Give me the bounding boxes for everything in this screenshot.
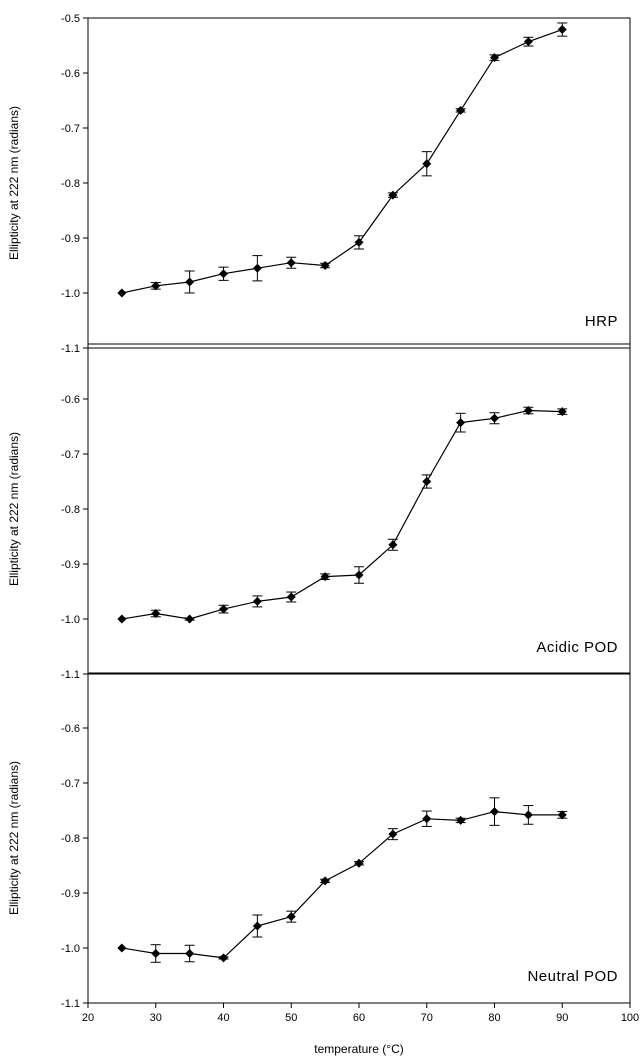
data-point [185,614,195,624]
panel-1: -0.5 -0.6 -0.7 -0.8 -0.9 -1.0 -1.1 Ellipticity … [7,13,631,355]
data-point [320,261,330,270]
y-tick-label: -1.1 [61,343,80,355]
data-point [252,921,262,931]
data-point [286,258,296,268]
data-point [557,25,567,35]
x-axis-label: temperature (°C) [314,1042,404,1056]
data-point [523,37,533,47]
panel-label: Neutral POD [527,968,618,985]
y-tick-label: -0.9 [61,233,80,245]
series-line [121,29,563,294]
data-point [219,269,228,279]
data-point [320,572,330,582]
y-tick-label: -0.7 [61,449,80,461]
x-tick-label: 50 [285,1012,297,1024]
data-point [354,858,364,868]
panel-label: Acidic POD [536,639,618,656]
data-point [354,237,364,247]
data-point [456,815,466,825]
y-tick-label: -0.7 [61,123,80,135]
data-point [490,807,499,817]
data-point [523,810,533,820]
y-tick-label: -0.6 [61,68,80,80]
data-point [185,949,195,958]
y-tick-label: -1.1 [61,998,80,1010]
y-tick-label: -0.6 [61,723,80,735]
y-tick-label: -1.1 [61,669,80,681]
y-tick-label: -0.6 [61,394,80,406]
x-tick-label: 60 [353,1012,365,1024]
data-point [151,949,161,958]
data-point [252,596,262,606]
panel-3: -0.6 -0.7 -0.8 -0.9 -1.0 -1.1 Ellipticity at 2… [7,672,631,1010]
y-axis-label: Ellipticity at 222 nm (radians) [7,106,21,260]
x-tick-label: 100 [621,1012,639,1024]
data-point [252,263,262,273]
x-tick-label: 90 [556,1012,568,1024]
y-tick-label: -1.0 [61,614,80,626]
data-point [422,814,432,824]
data-point [320,876,330,886]
x-tick-label: 20 [82,1012,94,1024]
plot-frame [87,17,631,349]
data-point [557,810,567,820]
y-tick-label: -0.9 [61,559,80,571]
data-point [388,190,398,200]
data-point [286,592,296,602]
y-axis-label: Ellipticity at 222 nm (radians) [7,761,21,915]
data-point [388,540,398,550]
data-point [185,277,195,287]
data-point [219,604,228,614]
data-point [117,288,127,298]
y-tick-label: -1.0 [61,288,80,300]
y-tick-label: -0.7 [61,778,80,790]
data-point [151,609,161,618]
data-point [422,477,432,486]
data-point [557,407,567,417]
data-point [219,953,228,963]
data-point [286,912,296,922]
x-tick-label: 80 [488,1012,500,1024]
data-point [456,105,466,115]
series-line [121,810,563,959]
y-tick-label: -0.8 [61,833,80,845]
data-point [117,614,127,624]
y-tick-label: -0.8 [61,178,80,190]
y-tick-label: -0.8 [61,504,80,516]
y-axis-label: Ellipticity at 222 nm (radians) [7,432,21,586]
data-point [117,943,127,953]
x-tick-label: 70 [421,1012,433,1024]
plot-frame [87,343,631,675]
y-tick-label: -0.9 [61,888,80,900]
x-tick-label: 30 [150,1012,162,1024]
panel-2: -0.6 -0.7 -0.8 -0.9 -1.0 -1.1 Ellipticity at 2… [7,343,631,681]
y-tick-label: -1.0 [61,943,80,955]
data-point [523,406,533,416]
x-tick-label: 40 [217,1012,229,1024]
data-point [456,418,466,428]
data-point [354,570,364,580]
y-tick-label: -0.5 [61,13,80,25]
data-point [151,281,161,291]
data-point [422,159,432,169]
panel-label: HRP [585,313,618,330]
data-point [490,53,499,63]
data-point [490,413,499,423]
data-point [388,829,398,839]
series-line [121,409,563,620]
